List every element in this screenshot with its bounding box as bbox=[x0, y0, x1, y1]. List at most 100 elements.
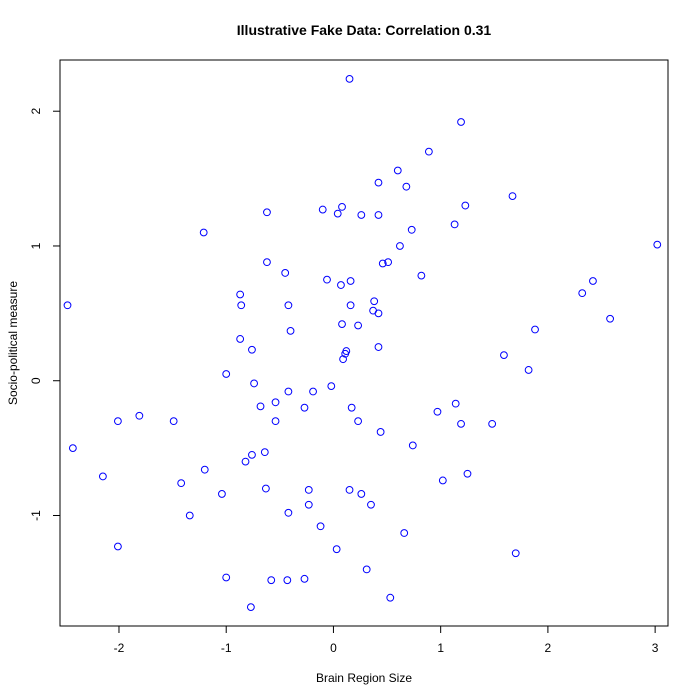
data-point bbox=[284, 508, 293, 517]
data-point bbox=[267, 576, 276, 585]
data-point bbox=[531, 325, 539, 334]
data-point bbox=[450, 220, 459, 229]
y-axis: -1 0 1 2 bbox=[29, 108, 60, 521]
data-point bbox=[271, 417, 280, 426]
data-point bbox=[263, 258, 271, 267]
data-point bbox=[241, 457, 250, 466]
data-point bbox=[337, 281, 345, 289]
data-point bbox=[347, 403, 356, 412]
data-point bbox=[378, 259, 387, 268]
data-point bbox=[402, 182, 411, 191]
data-point bbox=[304, 485, 313, 494]
x-tick-label: 0 bbox=[330, 641, 337, 655]
data-point bbox=[424, 147, 433, 156]
data-point bbox=[281, 269, 290, 277]
data-point bbox=[367, 500, 375, 509]
data-point bbox=[341, 349, 350, 358]
data-point bbox=[199, 228, 208, 237]
data-point bbox=[374, 178, 383, 187]
y-axis-label: Socio-political measure bbox=[6, 281, 20, 405]
data-point bbox=[488, 419, 497, 428]
data-point bbox=[370, 297, 379, 306]
x-tick-label: -2 bbox=[114, 641, 125, 655]
data-point bbox=[362, 565, 371, 574]
x-tick-label: 1 bbox=[437, 641, 444, 655]
x-axis-label: Brain Region Size bbox=[316, 671, 412, 685]
data-point bbox=[417, 271, 426, 280]
data-point bbox=[248, 450, 256, 459]
x-tick-label: 3 bbox=[652, 641, 659, 655]
data-point bbox=[384, 258, 393, 267]
data-point bbox=[300, 403, 309, 412]
data-point bbox=[327, 382, 336, 391]
data-point bbox=[218, 490, 226, 498]
y-tick-label: -1 bbox=[29, 510, 43, 521]
data-point bbox=[524, 366, 533, 374]
data-point bbox=[463, 469, 472, 478]
data-point bbox=[68, 444, 77, 453]
data-point bbox=[357, 490, 366, 498]
data-point bbox=[500, 351, 508, 360]
data-point bbox=[222, 370, 231, 378]
data-point bbox=[323, 275, 331, 284]
data-point bbox=[286, 326, 295, 335]
y-tick-label: 2 bbox=[29, 108, 43, 115]
data-point bbox=[114, 417, 122, 426]
x-axis: -2 -1 0 1 2 3 bbox=[114, 626, 659, 655]
data-point bbox=[98, 472, 107, 481]
data-point bbox=[256, 402, 265, 411]
data-point bbox=[338, 202, 346, 211]
data-point bbox=[261, 484, 270, 493]
data-point bbox=[185, 511, 194, 520]
data-point bbox=[318, 205, 327, 214]
data-point bbox=[354, 321, 363, 330]
data-point bbox=[589, 277, 597, 285]
data-point bbox=[114, 542, 122, 551]
data-point bbox=[200, 465, 209, 474]
x-tick-label: -1 bbox=[221, 641, 232, 655]
data-point bbox=[606, 314, 614, 323]
data-point bbox=[236, 335, 245, 343]
data-point bbox=[386, 593, 395, 602]
data-point bbox=[345, 485, 354, 494]
data-points bbox=[63, 74, 662, 612]
data-point bbox=[433, 407, 442, 416]
data-point bbox=[457, 419, 465, 428]
data-point bbox=[408, 441, 417, 450]
data-point bbox=[374, 309, 383, 318]
data-point bbox=[250, 379, 258, 388]
data-point bbox=[332, 545, 341, 554]
data-point bbox=[300, 574, 309, 583]
chart-title: Illustrative Fake Data: Correlation 0.31 bbox=[237, 22, 492, 38]
data-point bbox=[396, 242, 404, 250]
data-point bbox=[237, 301, 246, 310]
data-point bbox=[260, 448, 269, 457]
data-point bbox=[333, 209, 342, 218]
data-point bbox=[246, 603, 255, 612]
data-point bbox=[376, 428, 385, 436]
data-point bbox=[346, 301, 355, 310]
data-point bbox=[248, 345, 256, 354]
y-tick-label: 0 bbox=[29, 377, 43, 384]
data-point bbox=[346, 277, 355, 285]
data-point bbox=[316, 522, 325, 531]
y-tick-label: 1 bbox=[29, 242, 43, 249]
data-point bbox=[63, 301, 72, 310]
x-tick-label: 2 bbox=[545, 641, 552, 655]
data-point bbox=[451, 399, 460, 408]
data-point bbox=[283, 576, 292, 585]
data-point bbox=[284, 387, 293, 396]
data-point bbox=[222, 573, 231, 582]
data-point bbox=[177, 479, 186, 488]
data-point bbox=[461, 201, 470, 210]
data-point bbox=[511, 549, 520, 558]
data-point bbox=[578, 289, 587, 298]
data-point bbox=[263, 208, 271, 217]
data-point bbox=[304, 500, 313, 509]
data-point bbox=[357, 211, 366, 219]
data-point bbox=[508, 192, 517, 201]
data-point bbox=[284, 301, 293, 310]
data-point bbox=[236, 290, 245, 299]
data-point bbox=[393, 166, 402, 175]
